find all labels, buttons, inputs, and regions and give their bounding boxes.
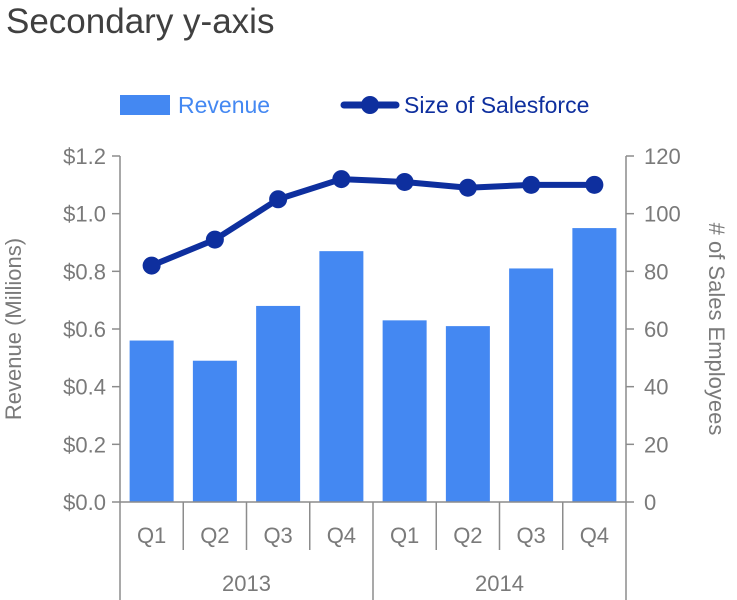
y2-tick-label: 0 <box>644 490 656 515</box>
legend: Revenue Size of Salesforce <box>120 92 589 118</box>
revenue-bar <box>509 268 554 502</box>
x-tick-label: Q2 <box>453 523 482 548</box>
salesforce-point <box>395 172 414 191</box>
y2-tick-label: 20 <box>644 432 668 457</box>
revenue-bar <box>256 305 301 502</box>
salesforce-point <box>142 256 161 275</box>
x-tick-label: Q4 <box>580 523 609 548</box>
revenue-bar <box>445 326 490 502</box>
y-tick-label: $0.2 <box>63 432 106 457</box>
legend-salesforce-marker <box>361 96 379 114</box>
y2-tick-label: 80 <box>644 259 668 284</box>
salesforce-point <box>522 175 541 194</box>
x-tick-label: Q1 <box>390 523 419 548</box>
y-tick-label: $0.6 <box>63 317 106 342</box>
x-tick-label: Q2 <box>200 523 229 548</box>
salesforce-point <box>458 178 477 197</box>
legend-salesforce-label: Size of Salesforce <box>404 92 589 118</box>
revenue-bar <box>319 251 364 502</box>
y-tick-label: $0.8 <box>63 259 106 284</box>
salesforce-point <box>269 190 288 209</box>
y2-tick-label: 120 <box>644 144 681 169</box>
axes: $0.0 $0.2 $0.4 $0.6 $0.8 $1.0 $1.2 0 20 40 60 80 100… <box>63 144 681 600</box>
y-tick-label: $1.0 <box>63 202 106 227</box>
x-tick-label: Q1 <box>137 523 166 548</box>
chart-title: Secondary y-axis <box>6 2 275 41</box>
y2-tick-label: 100 <box>644 202 681 227</box>
y2-axis-title: # of Sales Employees <box>704 223 729 436</box>
group-label: 2014 <box>475 571 524 596</box>
y-tick-label: $0.0 <box>63 490 106 515</box>
y2-tick-label: 40 <box>644 375 668 400</box>
y-axis-title: Revenue (Millions) <box>1 238 26 420</box>
salesforce-line <box>150 176 595 269</box>
salesforce-line-series <box>142 170 604 275</box>
revenue-bars <box>129 228 617 503</box>
y-tick-label: $0.4 <box>63 375 106 400</box>
x-tick-label: Q3 <box>263 523 292 548</box>
revenue-bar <box>129 340 174 502</box>
revenue-bar <box>192 360 237 502</box>
y2-tick-label: 60 <box>644 317 668 342</box>
salesforce-point <box>585 175 604 194</box>
legend-revenue-label: Revenue <box>178 92 270 118</box>
legend-revenue-swatch <box>120 95 170 115</box>
salesforce-point <box>332 170 351 189</box>
group-label: 2013 <box>222 571 271 596</box>
x-tick-label: Q4 <box>327 523 356 548</box>
revenue-bar <box>382 320 427 502</box>
revenue-bar <box>572 228 617 503</box>
y-tick-label: $1.2 <box>63 144 106 169</box>
salesforce-point <box>205 230 224 249</box>
x-tick-label: Q3 <box>516 523 545 548</box>
